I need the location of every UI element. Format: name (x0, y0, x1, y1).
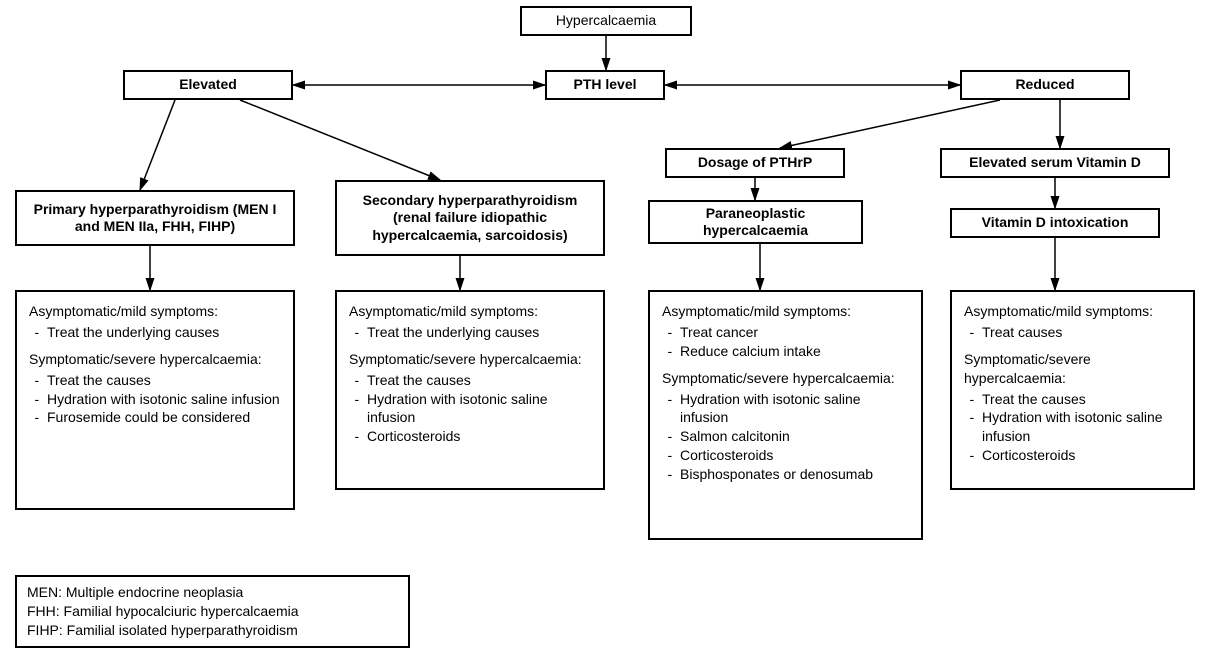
treatment-section-title: Symptomatic/severe hypercalcaemia: (349, 350, 591, 369)
treatment-item: Hydration with isotonic saline infusion (367, 390, 591, 428)
treatment-item: Bisphosponates or denosumab (680, 465, 909, 484)
node-label: Hypercalcaemia (556, 12, 656, 30)
treatment-item: Reduce calcium intake (680, 342, 909, 361)
treatment-item: Furosemide could be considered (47, 408, 281, 427)
treatment-item: Treat the underlying causes (47, 323, 281, 342)
treatment-item-list: Treat the underlying causes (29, 323, 281, 342)
treatment-section-title: Asymptomatic/mild symptoms: (964, 302, 1181, 321)
node-label: PTH level (573, 76, 636, 94)
treatment-item-list: Treat the causesHydration with isotonic … (964, 390, 1181, 466)
node-hypercalcaemia: Hypercalcaemia (520, 6, 692, 36)
treatment-item: Treat causes (982, 323, 1181, 342)
legend-line: MEN: Multiple endocrine neoplasia (27, 583, 398, 602)
treatment-item-list: Treat the causesHydration with isotonic … (349, 371, 591, 447)
treatment-item-list: Hydration with isotonic saline infusionS… (662, 390, 909, 484)
node-label: Secondary hyperparathyroidism (renal fai… (345, 192, 595, 245)
treatment-item-list: Treat the underlying causes (349, 323, 591, 342)
treatment-item: Salmon calcitonin (680, 427, 909, 446)
node-elevated-vitamin-d: Elevated serum Vitamin D (940, 148, 1170, 178)
node-dosage-pthrp: Dosage of PTHrP (665, 148, 845, 178)
node-label: Primary hyperparathyroidism (MEN I and M… (25, 201, 285, 236)
node-primary-hpt: Primary hyperparathyroidism (MEN I and M… (15, 190, 295, 246)
treatment-paraneoplastic: Asymptomatic/mild symptoms: Treat cancerR… (648, 290, 923, 540)
node-label: Elevated serum Vitamin D (969, 154, 1141, 172)
edge (780, 100, 1000, 148)
treatment-item-list: Treat cancerReduce calcium intake (662, 323, 909, 361)
treatment-item: Corticosteroids (367, 427, 591, 446)
node-label: Vitamin D intoxication (982, 214, 1129, 232)
legend-line: FIHP: Familial isolated hyperparathyroid… (27, 621, 398, 640)
treatment-section-title: Asymptomatic/mild symptoms: (662, 302, 909, 321)
treatment-item: Corticosteroids (982, 446, 1181, 465)
treatment-item: Treat the underlying causes (367, 323, 591, 342)
treatment-item: Treat cancer (680, 323, 909, 342)
treatment-primary: Asymptomatic/mild symptoms: Treat the und… (15, 290, 295, 510)
treatment-section-title: Asymptomatic/mild symptoms: (29, 302, 281, 321)
treatment-item-list: Treat causes (964, 323, 1181, 342)
treatment-item: Hydration with isotonic saline infusion (982, 408, 1181, 446)
treatment-section-title: Symptomatic/severe hypercalcaemia: (964, 350, 1181, 388)
edge (240, 100, 440, 180)
treatment-secondary: Asymptomatic/mild symptoms: Treat the und… (335, 290, 605, 490)
node-label: Paraneoplastic hypercalcaemia (658, 205, 853, 240)
treatment-item-list: Treat the causesHydration with isotonic … (29, 371, 281, 428)
treatment-item: Hydration with isotonic saline infusion (47, 390, 281, 409)
node-vitamin-d-intoxication: Vitamin D intoxication (950, 208, 1160, 238)
treatment-item: Treat the causes (47, 371, 281, 390)
flowchart-canvas: Hypercalcaemia PTH level Elevated Reduce… (0, 0, 1214, 662)
treatment-section-title: Symptomatic/severe hypercalcaemia: (662, 369, 909, 388)
treatment-item: Corticosteroids (680, 446, 909, 465)
legend-line: FHH: Familial hypocalciuric hypercalcaem… (27, 602, 398, 621)
edge (140, 100, 175, 190)
treatment-item: Hydration with isotonic saline infusion (680, 390, 909, 428)
node-label: Reduced (1015, 76, 1074, 94)
node-reduced: Reduced (960, 70, 1130, 100)
treatment-item: Treat the causes (367, 371, 591, 390)
node-label: Elevated (179, 76, 237, 94)
node-elevated: Elevated (123, 70, 293, 100)
node-label: Dosage of PTHrP (698, 154, 812, 172)
treatment-vitamin-d: Asymptomatic/mild symptoms: Treat causes S… (950, 290, 1195, 490)
treatment-section-title: Symptomatic/severe hypercalcaemia: (29, 350, 281, 369)
legend-box: MEN: Multiple endocrine neoplasiaFHH: Fa… (15, 575, 410, 648)
treatment-section-title: Asymptomatic/mild symptoms: (349, 302, 591, 321)
treatment-item: Treat the causes (982, 390, 1181, 409)
node-pth-level: PTH level (545, 70, 665, 100)
node-secondary-hpt: Secondary hyperparathyroidism (renal fai… (335, 180, 605, 256)
node-paraneoplastic: Paraneoplastic hypercalcaemia (648, 200, 863, 244)
